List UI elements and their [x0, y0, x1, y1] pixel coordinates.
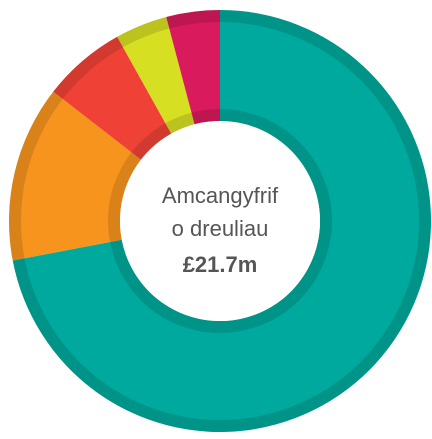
- center-line: o dreuliau: [172, 216, 269, 241]
- outer-rim: [9, 10, 431, 432]
- segment: [12, 10, 432, 432]
- segments: [9, 10, 432, 432]
- segment: [166, 10, 220, 125]
- center-total: £21.7m: [183, 252, 258, 277]
- segment: [9, 91, 141, 261]
- hole: [120, 121, 320, 321]
- center-line: Amcangyfrif: [162, 183, 279, 208]
- inner-rim: [108, 109, 332, 333]
- segment: [117, 16, 195, 134]
- segment: [53, 36, 172, 160]
